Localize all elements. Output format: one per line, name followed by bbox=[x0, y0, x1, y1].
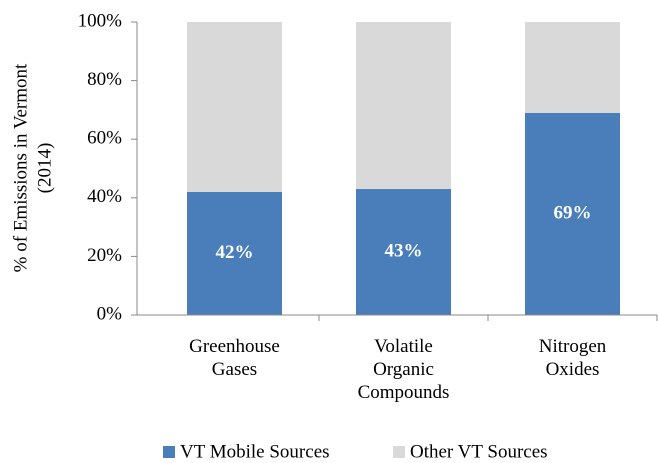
data-label: 43% bbox=[385, 240, 423, 261]
bar-segment bbox=[187, 22, 282, 192]
x-tick-label: Volatile Organic Compounds bbox=[357, 336, 450, 403]
bar-segment bbox=[356, 189, 451, 315]
bar-segment bbox=[356, 22, 451, 190]
legend-swatch bbox=[393, 446, 405, 458]
y-tick-label: 60% bbox=[87, 128, 122, 149]
bar-segment bbox=[525, 22, 620, 113]
y-tick-label: 80% bbox=[87, 69, 122, 90]
legend-label: Other VT Sources bbox=[410, 441, 548, 462]
x-tick-label: Nitrogen Oxides bbox=[538, 336, 607, 380]
legend-label: VT Mobile Sources bbox=[180, 441, 330, 462]
y-axis-title-line: (2014) bbox=[34, 143, 55, 194]
bar-segment bbox=[525, 112, 620, 315]
y-tick-label: 0% bbox=[97, 303, 123, 324]
y-tick-label: 20% bbox=[87, 245, 122, 266]
y-tick-label: 100% bbox=[78, 10, 123, 31]
legend-swatch bbox=[163, 446, 175, 458]
bar-segment bbox=[187, 191, 282, 315]
y-axis-title: % of Emissions in Vermont (2014) bbox=[10, 63, 55, 272]
x-tick-label: Greenhouse Gases bbox=[189, 336, 280, 380]
data-label: 42% bbox=[216, 242, 254, 263]
data-label: 69% bbox=[554, 202, 592, 223]
y-axis-title-line: % of Emissions in Vermont bbox=[10, 63, 31, 272]
y-tick-label: 40% bbox=[87, 186, 122, 207]
